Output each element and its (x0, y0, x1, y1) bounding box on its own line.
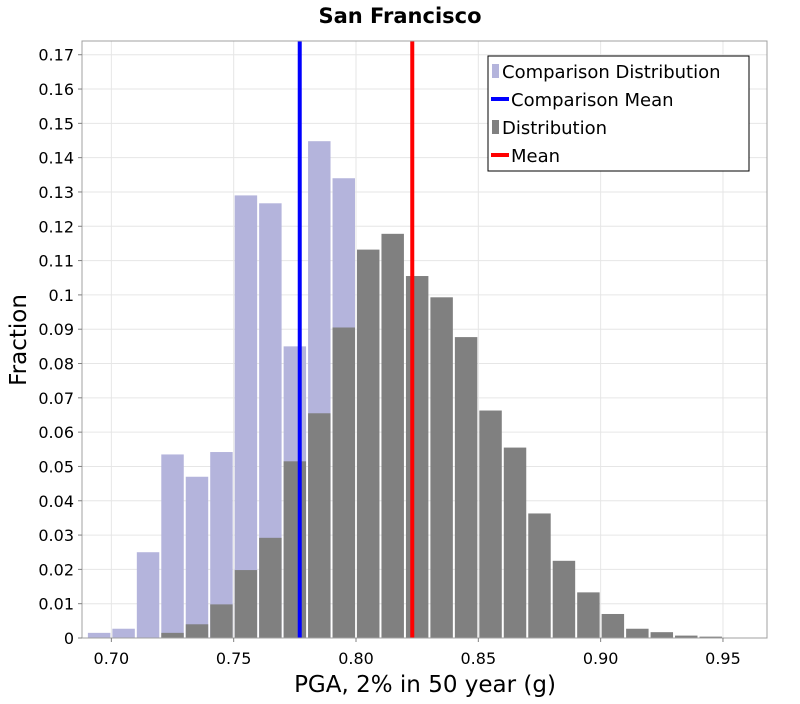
y-tick-label: 0.02 (38, 560, 74, 579)
x-tick-label: 0.95 (705, 649, 741, 668)
distribution-bar (430, 297, 453, 638)
legend-label: Comparison Mean (511, 90, 674, 111)
distribution-bar (454, 337, 478, 638)
y-tick-label: 0.07 (38, 389, 74, 408)
distribution-bar (528, 513, 551, 638)
y-tick-label: 0.13 (38, 183, 74, 202)
x-tick-label: 0.90 (583, 649, 619, 668)
comparison-bar (87, 632, 111, 638)
comparison-bar (136, 552, 160, 638)
y-tick-label: 0.06 (38, 423, 74, 442)
distribution-bar (283, 461, 307, 638)
mean-lines (297, 41, 415, 638)
legend-swatch (492, 120, 499, 134)
distribution-bar (210, 604, 233, 638)
distribution-bar (675, 635, 698, 638)
y-tick-label: 0.03 (38, 526, 74, 545)
y-tick-label: 0.1 (49, 286, 74, 305)
comparison-bar (210, 452, 233, 638)
comparison-bar (161, 454, 184, 638)
y-axis-label: Fraction (6, 294, 32, 386)
legend-box (487, 55, 750, 172)
distribution-bar (699, 636, 722, 638)
x-tick-label: 0.75 (216, 649, 252, 668)
distribution-bar (577, 592, 600, 638)
legend-label: Mean (511, 146, 560, 167)
legend-label: Comparison Distribution (502, 62, 721, 83)
distribution-bar (185, 624, 209, 638)
distribution-bar (405, 276, 429, 638)
y-tick-label: 0 (64, 629, 74, 648)
distribution-bar (503, 447, 527, 638)
distribution-bar (357, 249, 380, 638)
y-tick-label: 0.04 (38, 492, 74, 511)
legend-label: Distribution (502, 118, 607, 139)
comparison-bar (259, 203, 282, 638)
x-tick-label: 0.85 (461, 649, 497, 668)
distribution-bar (552, 560, 576, 638)
y-tick-label: 0.09 (38, 320, 74, 339)
legend: Comparison Distribution Comparison Mean Di… (487, 55, 750, 172)
x-tick-label: 0.80 (338, 649, 374, 668)
y-tick-label: 0.16 (38, 80, 74, 99)
distribution-bar (601, 613, 625, 638)
grid-lines (82, 41, 767, 639)
y-axis-ticks: 0 0.01 0.02 0.03 0.04 0.05 0.06 0.07 0.08 0.09 0.1… (38, 46, 82, 648)
y-tick-label: 0.14 (38, 149, 74, 168)
distribution-bar (479, 410, 502, 638)
histogram-bars (87, 141, 722, 638)
x-axis-ticks: 0.70 0.75 0.80 0.85 0.90 0.95 (94, 638, 741, 668)
y-tick-label: 0.05 (38, 457, 74, 476)
y-tick-label: 0.17 (38, 46, 74, 65)
distribution-bar (626, 628, 649, 638)
distribution-bar (234, 570, 258, 638)
distribution-bar (161, 632, 184, 638)
y-tick-label: 0.12 (38, 217, 74, 236)
comparison-bar (112, 628, 135, 638)
comparison-bar (185, 476, 209, 638)
legend-swatch (492, 64, 499, 78)
x-axis-label: PGA, 2% in 50 year (g) (294, 672, 556, 698)
distribution-bar (308, 413, 331, 638)
y-tick-label: 0.15 (38, 114, 74, 133)
distribution-bar (381, 233, 404, 638)
distribution-bar (332, 327, 355, 638)
distribution-bar (259, 537, 282, 638)
y-tick-label: 0.01 (38, 595, 74, 614)
plot-area-frame (81, 40, 768, 639)
comparison-bar (234, 195, 258, 638)
y-tick-label: 0.08 (38, 355, 74, 374)
distribution-bar (650, 632, 674, 638)
y-tick-label: 0.11 (38, 252, 74, 271)
chart-title: San Francisco (318, 4, 481, 28)
x-tick-label: 0.70 (94, 649, 130, 668)
